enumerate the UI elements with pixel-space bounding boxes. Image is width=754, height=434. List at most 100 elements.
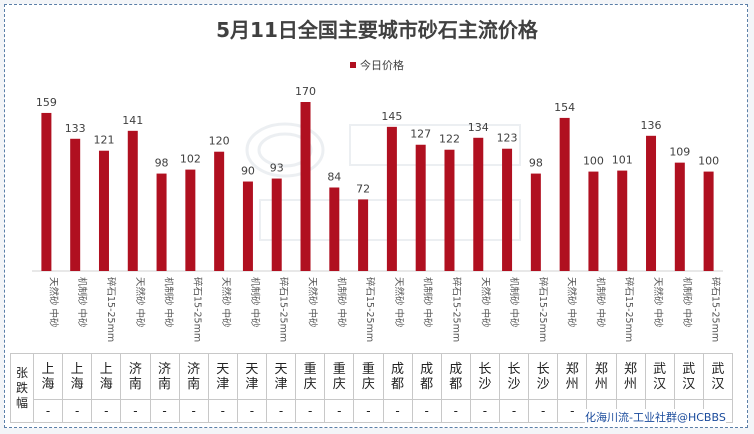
legend-label: 今日价格 bbox=[360, 59, 404, 72]
bar bbox=[358, 199, 369, 271]
data-label: 101 bbox=[612, 154, 633, 167]
bar bbox=[444, 149, 455, 271]
data-label: 98 bbox=[155, 157, 169, 170]
change-cell: - bbox=[353, 399, 384, 423]
city-cell: 上海 bbox=[91, 353, 122, 400]
bar bbox=[617, 170, 628, 271]
bar bbox=[703, 171, 714, 271]
data-label: 120 bbox=[209, 135, 230, 148]
city-cell: 天津 bbox=[236, 353, 268, 400]
change-cell: - bbox=[265, 399, 297, 423]
data-label: 84 bbox=[327, 170, 341, 183]
data-label: 121 bbox=[93, 134, 114, 147]
city-row: 张跌幅 上海上海上海济南济南济南天津天津天津重庆重庆重庆成都成都成都长沙长沙长沙… bbox=[10, 353, 734, 423]
category-label: 机制砂 中砂 bbox=[249, 277, 261, 328]
data-label: 72 bbox=[356, 182, 370, 195]
change-cell: - bbox=[440, 399, 471, 423]
data-label: 100 bbox=[698, 155, 719, 168]
bar-chart: 159 天然砂 中砂 133 机制砂 中砂 121 碎石15-25mm 141 天然砂 中砂 9… bbox=[32, 85, 723, 342]
change-cell: - bbox=[149, 399, 180, 423]
city-cell: 上海 bbox=[32, 353, 64, 400]
bar bbox=[214, 151, 225, 271]
bar bbox=[98, 150, 109, 271]
data-label: 122 bbox=[439, 133, 460, 146]
category-label: 天然砂 中砂 bbox=[220, 277, 232, 328]
city-cell: 长沙 bbox=[469, 353, 501, 400]
bar bbox=[185, 169, 196, 271]
city-cell: 武汉 bbox=[644, 353, 675, 400]
data-label: 154 bbox=[554, 101, 575, 114]
bar bbox=[242, 181, 253, 271]
data-label: 127 bbox=[410, 128, 431, 141]
category-label: 碎石15-25mm bbox=[191, 277, 203, 342]
category-label: 天然砂 中砂 bbox=[652, 277, 664, 328]
category-label: 天然砂 中砂 bbox=[393, 277, 405, 328]
city-cell: 重庆 bbox=[295, 353, 326, 400]
change-cell: - bbox=[178, 399, 209, 423]
category-label: 机制砂 中砂 bbox=[335, 277, 347, 328]
city-cell: 长沙 bbox=[528, 353, 559, 400]
city-cell: 济南 bbox=[178, 353, 209, 400]
bar bbox=[415, 144, 426, 271]
bar bbox=[646, 135, 657, 271]
change-cell: - bbox=[469, 399, 501, 423]
change-cell: - bbox=[382, 399, 413, 423]
data-label: 133 bbox=[65, 122, 86, 135]
category-label: 碎石15-25mm bbox=[278, 277, 290, 342]
bar bbox=[329, 187, 340, 271]
change-cell: - bbox=[324, 399, 355, 423]
change-cell: - bbox=[62, 399, 93, 423]
change-cell: - bbox=[528, 399, 559, 423]
bar bbox=[588, 171, 599, 271]
category-label: 天然砂 中砂 bbox=[134, 277, 146, 328]
change-row: ------------------------ bbox=[11, 399, 734, 423]
data-label: 90 bbox=[241, 165, 255, 178]
change-cell: - bbox=[411, 399, 442, 423]
source-credit: 化海川流-工业社群@HCBBS bbox=[585, 409, 726, 425]
change-cell: - bbox=[120, 399, 151, 423]
category-label: 天然砂 中砂 bbox=[479, 277, 491, 328]
category-label: 机制砂 中砂 bbox=[422, 277, 434, 328]
legend-swatch bbox=[350, 62, 356, 68]
category-label: 机制砂 中砂 bbox=[681, 277, 693, 328]
city-cell: 上海 bbox=[62, 353, 93, 400]
change-cell: - bbox=[91, 399, 122, 423]
change-cell: - bbox=[498, 399, 530, 423]
change-cell: - bbox=[295, 399, 326, 423]
bar bbox=[156, 173, 167, 271]
bar bbox=[502, 148, 513, 271]
chart-legend: 今日价格 bbox=[350, 57, 404, 73]
category-label: 机制砂 中砂 bbox=[76, 277, 88, 328]
city-cell: 成都 bbox=[411, 353, 442, 400]
change-cell: - bbox=[32, 399, 64, 423]
data-label: 136 bbox=[641, 119, 662, 132]
category-label: 天然砂 中砂 bbox=[307, 277, 319, 328]
bar bbox=[41, 112, 52, 271]
data-label: 159 bbox=[36, 96, 57, 109]
city-cell: 成都 bbox=[440, 353, 471, 400]
data-label: 100 bbox=[583, 155, 604, 168]
category-label: 机制砂 中砂 bbox=[163, 277, 175, 328]
bar bbox=[559, 117, 570, 271]
change-cell: - bbox=[557, 399, 588, 423]
bar bbox=[70, 138, 81, 271]
row-header: 张跌幅 bbox=[10, 353, 34, 423]
city-cell: 重庆 bbox=[324, 353, 355, 400]
data-label: 170 bbox=[295, 85, 316, 98]
city-cell: 济南 bbox=[120, 353, 151, 400]
city-cell: 重庆 bbox=[353, 353, 384, 400]
bar bbox=[271, 178, 282, 271]
category-label: 碎石15-25mm bbox=[450, 277, 462, 342]
city-cell: 长沙 bbox=[498, 353, 530, 400]
city-cell: 郑州 bbox=[586, 353, 617, 400]
bar bbox=[473, 137, 484, 271]
city-cell: 武汉 bbox=[673, 353, 704, 400]
data-label: 102 bbox=[180, 153, 201, 166]
city-cell: 成都 bbox=[382, 353, 413, 400]
city-cell: 郑州 bbox=[557, 353, 588, 400]
row-header-label: 张跌幅 bbox=[15, 365, 28, 410]
category-label: 碎石15-25mm bbox=[105, 277, 117, 342]
bar bbox=[300, 102, 311, 271]
category-label: 机制砂 中砂 bbox=[508, 277, 520, 328]
category-label: 天然砂 中砂 bbox=[566, 277, 578, 328]
